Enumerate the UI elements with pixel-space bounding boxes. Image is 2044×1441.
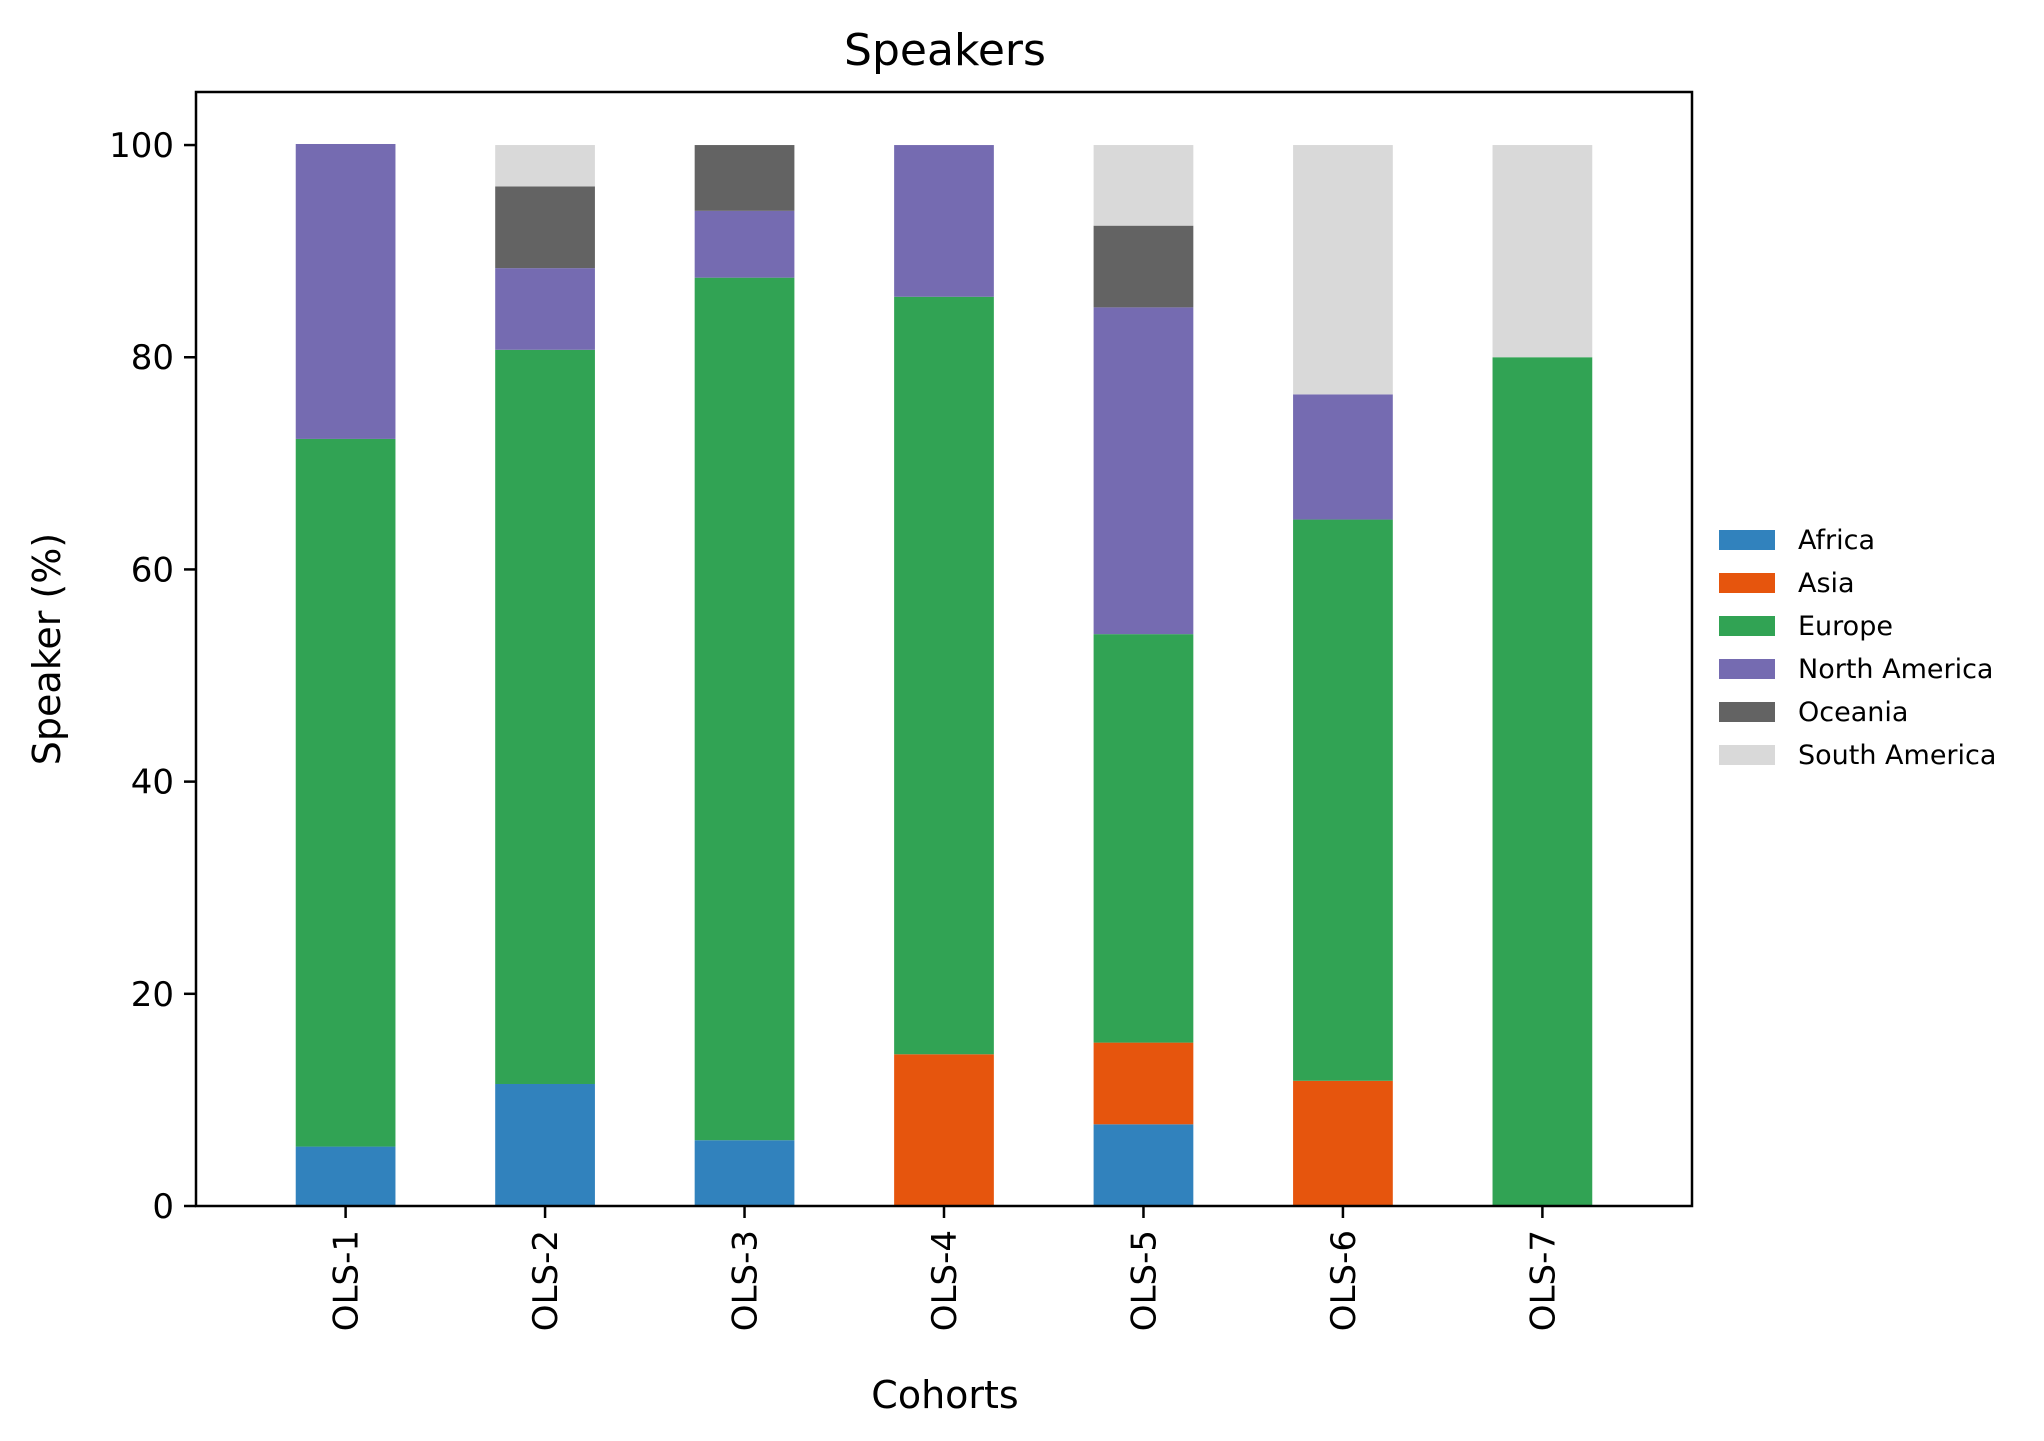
bar-ols-2-south-america	[495, 145, 595, 187]
bar-ols-1-africa	[295, 1146, 396, 1206]
bar-ols-7-europe	[1492, 357, 1593, 1206]
legend-label-north-america: North America	[1798, 654, 1993, 685]
bar-ols-4-europe	[894, 296, 994, 1055]
x-tick-label: OLS-7	[1523, 1230, 1563, 1331]
bar-ols-5-north-america	[1093, 307, 1194, 635]
y-tick-label: 0	[152, 1187, 174, 1227]
y-axis-label: Speaker (%)	[25, 533, 69, 765]
bars-layer	[295, 143, 1593, 1206]
legend-label-europe: Europe	[1798, 611, 1893, 642]
bar-ols-4-asia	[894, 1054, 994, 1206]
x-tick-label: OLS-6	[1324, 1230, 1364, 1331]
legend-swatch-africa	[1719, 530, 1775, 550]
y-axis: 0 20 40 60 80 100	[109, 126, 196, 1227]
y-tick-label: 40	[131, 763, 174, 803]
bar-ols-6-south-america	[1293, 145, 1393, 395]
bar-ols-3-oceania	[694, 145, 795, 211]
bar-ols-5-asia	[1093, 1042, 1194, 1125]
bar-ols-2-oceania	[495, 186, 595, 269]
plot-frame	[194, 90, 1694, 1208]
x-tick-label: OLS-5	[1124, 1230, 1164, 1331]
chart-title: Speakers	[844, 25, 1046, 76]
bar-ols-1-europe	[295, 438, 396, 1147]
bar-ols-1-north-america	[295, 143, 396, 439]
bar-ols-3-africa	[694, 1140, 795, 1206]
x-axis-label: Cohorts	[871, 1373, 1018, 1417]
x-tick-label: OLS-3	[726, 1230, 766, 1331]
legend-swatch-asia	[1719, 573, 1775, 593]
bar-ols-3-north-america	[694, 210, 795, 278]
bar-ols-6-asia	[1293, 1080, 1393, 1206]
y-tick-label: 80	[131, 338, 174, 378]
bar-ols-5-europe	[1093, 634, 1194, 1043]
bar-ols-3-europe	[694, 277, 795, 1141]
y-tick-label: 60	[131, 550, 174, 590]
legend-label-africa: Africa	[1798, 525, 1875, 556]
bar-ols-2-north-america	[495, 268, 595, 350]
bar-ols-5-africa	[1093, 1124, 1194, 1206]
x-axis: OLS-1 OLS-2 OLS-3 OLS-4 OLS-5 OLS-6 OLS-7	[327, 1206, 1563, 1331]
x-tick-label: OLS-2	[526, 1230, 566, 1331]
bar-ols-6-north-america	[1293, 394, 1393, 520]
bar-ols-2-africa	[495, 1083, 595, 1206]
legend-label-oceania: Oceania	[1798, 697, 1908, 728]
legend: Africa Asia Europe North America Oceania Sout…	[1719, 525, 1996, 771]
bar-ols-2-europe	[495, 349, 595, 1084]
y-tick-label: 100	[109, 126, 174, 166]
legend-label-asia: Asia	[1798, 568, 1855, 599]
legend-swatch-south-america	[1719, 745, 1775, 765]
y-tick-label: 20	[131, 975, 174, 1015]
bar-ols-5-oceania	[1093, 225, 1194, 308]
legend-label-south-america: South America	[1798, 740, 1996, 771]
legend-swatch-europe	[1719, 616, 1775, 636]
x-tick-label: OLS-4	[925, 1230, 965, 1331]
bar-ols-4-north-america	[894, 145, 994, 297]
bar-ols-6-europe	[1293, 519, 1393, 1081]
legend-swatch-north-america	[1719, 659, 1775, 679]
legend-swatch-oceania	[1719, 702, 1775, 722]
x-tick-label: OLS-1	[327, 1230, 367, 1331]
bar-ols-7-south-america	[1492, 145, 1593, 358]
bar-ols-5-south-america	[1093, 145, 1194, 226]
